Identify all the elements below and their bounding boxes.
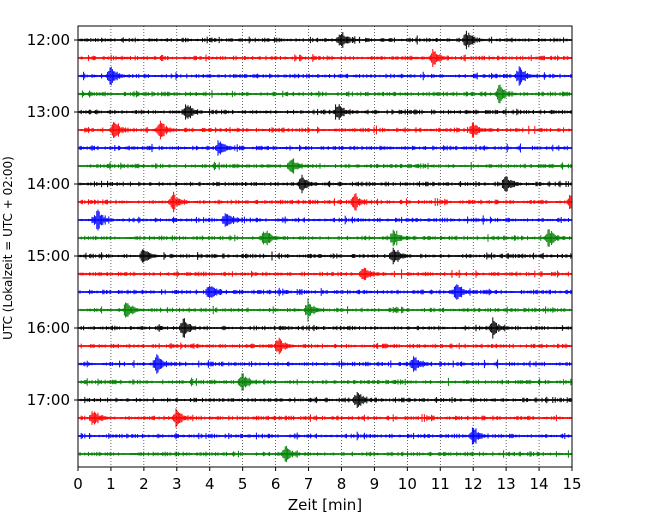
trace-signal bbox=[79, 317, 572, 339]
trace-signal bbox=[79, 209, 572, 231]
x-tick-label: 3 bbox=[172, 475, 182, 493]
seismic-traces bbox=[78, 30, 572, 463]
trace-signal bbox=[79, 84, 572, 104]
trace-1415 bbox=[78, 191, 572, 213]
trace-signal bbox=[79, 284, 572, 300]
x-tick-label: 4 bbox=[205, 475, 215, 493]
trace-signal bbox=[79, 229, 572, 247]
trace-1615 bbox=[78, 337, 572, 355]
y-tick-label: 15:00 bbox=[27, 247, 70, 265]
trace-signal bbox=[79, 247, 572, 265]
trace-signal bbox=[79, 354, 572, 374]
x-tick-label: 15 bbox=[562, 475, 581, 493]
trace-1315 bbox=[78, 120, 572, 140]
trace-1330 bbox=[78, 140, 572, 156]
trace-1730 bbox=[78, 427, 572, 445]
trace-1545 bbox=[78, 298, 572, 322]
x-tick-label: 0 bbox=[73, 475, 83, 493]
x-tick-label: 12 bbox=[464, 475, 483, 493]
trace-1300 bbox=[78, 104, 572, 120]
trace-1700 bbox=[78, 392, 572, 408]
x-tick-label: 11 bbox=[431, 475, 450, 493]
x-tick-label: 1 bbox=[106, 475, 116, 493]
x-axis-label: Zeit [min] bbox=[288, 496, 362, 514]
trace-1200 bbox=[78, 30, 572, 50]
trace-1600 bbox=[78, 317, 572, 339]
x-ticks: 0 1 2 3 4 5 6 7 8 9 10 11 12 13 14 15 bbox=[73, 467, 582, 493]
trace-1645 bbox=[78, 373, 572, 391]
trace-1500 bbox=[78, 247, 572, 265]
trace-1215 bbox=[78, 49, 572, 67]
trace-signal bbox=[79, 120, 572, 140]
plot-background bbox=[78, 26, 572, 467]
x-tick-label: 5 bbox=[238, 475, 248, 493]
x-tick-label: 2 bbox=[139, 475, 149, 493]
trace-1245 bbox=[78, 84, 572, 104]
x-tick-label: 8 bbox=[337, 475, 347, 493]
trace-signal bbox=[79, 298, 572, 322]
trace-signal bbox=[79, 392, 572, 408]
trace-signal bbox=[79, 191, 572, 213]
x-tick-label: 14 bbox=[530, 475, 549, 493]
trace-signal bbox=[79, 158, 572, 174]
trace-1530 bbox=[78, 284, 572, 300]
trace-signal bbox=[79, 140, 572, 156]
y-tick-label: 17:00 bbox=[27, 391, 70, 409]
x-tick-label: 13 bbox=[497, 475, 516, 493]
x-tick-label: 9 bbox=[370, 475, 380, 493]
trace-1745 bbox=[78, 445, 572, 463]
trace-1445 bbox=[78, 229, 572, 247]
trace-signal bbox=[79, 445, 572, 463]
y-tick-label: 13:00 bbox=[27, 103, 70, 121]
trace-signal bbox=[79, 408, 572, 428]
trace-signal bbox=[79, 49, 572, 67]
trace-1400 bbox=[78, 174, 572, 194]
y-ticks: 12:00 13:00 14:00 15:00 16:00 17:00 bbox=[27, 31, 78, 409]
trace-1230 bbox=[78, 66, 572, 86]
trace-1430 bbox=[78, 209, 572, 231]
x-tick-label: 10 bbox=[398, 475, 417, 493]
y-tick-label: 12:00 bbox=[27, 31, 70, 49]
plot-frame bbox=[77, 25, 573, 468]
y-tick-label: 16:00 bbox=[27, 319, 70, 337]
trace-1630 bbox=[78, 354, 572, 374]
x-tick-label: 7 bbox=[304, 475, 314, 493]
trace-signal bbox=[79, 427, 572, 445]
trace-1715 bbox=[78, 408, 572, 428]
trace-1345 bbox=[78, 158, 572, 174]
trace-signal bbox=[79, 66, 572, 86]
y-axis-label: UTC (Lokalzeit = UTC + 02:00) bbox=[1, 156, 15, 340]
trace-signal bbox=[79, 267, 572, 281]
trace-1515 bbox=[78, 267, 572, 281]
trace-signal bbox=[79, 30, 572, 50]
trace-signal bbox=[79, 104, 572, 120]
y-tick-label: 14:00 bbox=[27, 175, 70, 193]
x-tick-label: 6 bbox=[271, 475, 281, 493]
trace-signal bbox=[79, 373, 572, 391]
trace-signal bbox=[79, 337, 572, 355]
trace-signal bbox=[79, 174, 572, 194]
